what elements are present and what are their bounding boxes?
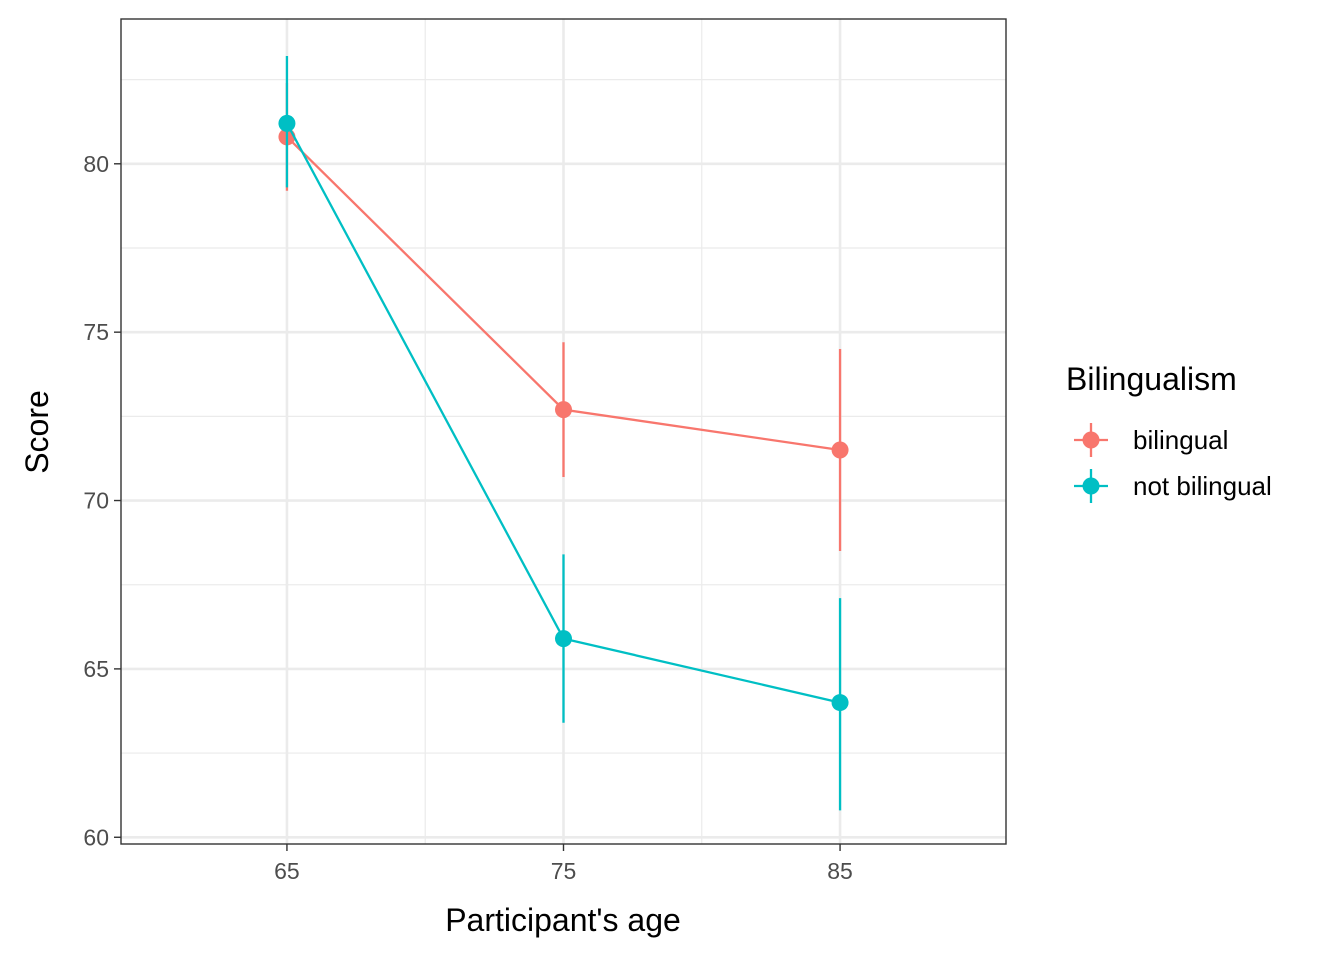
y-axis-title: Score — [19, 390, 55, 474]
legend: Bilingualism bilingual not bilingual — [1066, 361, 1272, 503]
legend-key-point — [1082, 477, 1100, 495]
legend-key-point — [1082, 431, 1100, 449]
legend-label: bilingual — [1133, 425, 1228, 455]
legend-item-bilingual: bilingual — [1074, 423, 1228, 457]
data-point-not-bilingual — [555, 630, 572, 648]
y-tick-label: 60 — [83, 824, 109, 850]
y-tick-label: 80 — [83, 151, 109, 177]
y-axis: 60 65 70 75 80 — [83, 151, 121, 850]
legend-label: not bilingual — [1133, 471, 1272, 501]
x-tick-label: 85 — [827, 858, 853, 884]
series-not-bilingual — [278, 56, 849, 811]
y-tick-label: 75 — [83, 319, 109, 345]
y-tick-label: 70 — [83, 488, 109, 514]
y-tick-label: 65 — [83, 656, 109, 682]
legend-item-not-bilingual: not bilingual — [1074, 469, 1272, 503]
series-layer — [278, 56, 849, 811]
x-tick-label: 65 — [274, 858, 300, 884]
data-point-not-bilingual — [831, 694, 849, 712]
legend-title: Bilingualism — [1066, 361, 1237, 397]
data-point-not-bilingual — [278, 114, 296, 132]
x-axis-title: Participant's age — [445, 902, 681, 938]
x-axis: 65 75 85 — [274, 844, 853, 884]
x-tick-label: 75 — [551, 858, 577, 884]
data-point-bilingual — [831, 441, 849, 459]
data-point-bilingual — [555, 401, 572, 419]
